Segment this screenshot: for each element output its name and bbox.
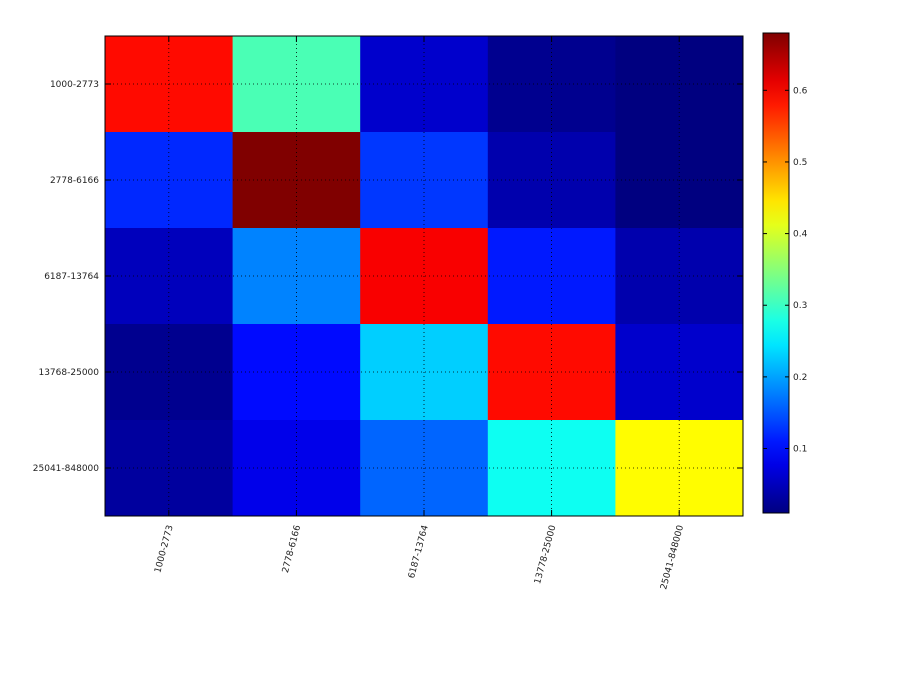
colorbar-tick-label: 0.2 bbox=[793, 373, 807, 383]
y-tick-label: 13768-25000 bbox=[38, 368, 99, 378]
colorbar-tick-label: 0.5 bbox=[793, 158, 807, 168]
axis-ticks bbox=[105, 36, 743, 516]
y-tick-labels: 1000-2773 2778-6166 6187-13764 13768-25000 2… bbox=[33, 80, 100, 474]
y-tick-label: 25041-848000 bbox=[33, 464, 100, 474]
y-tick-label: 1000-2773 bbox=[50, 80, 99, 90]
y-tick-label: 6187-13764 bbox=[44, 272, 99, 282]
colorbar-tick-label: 0.4 bbox=[793, 230, 808, 240]
y-tick-label: 2778-6166 bbox=[50, 176, 99, 186]
x-tick-label: 6187-13764 bbox=[407, 524, 431, 580]
grid-lines bbox=[105, 36, 743, 516]
colorbar: 0.1 0.2 0.3 0.4 0.5 0.6 bbox=[762, 32, 808, 514]
x-tick-label: 1000-2773 bbox=[153, 524, 175, 574]
colorbar-tick-label: 0.3 bbox=[793, 301, 807, 311]
x-tick-label: 13778-25000 bbox=[533, 524, 558, 585]
colorbar-tick-label: 0.6 bbox=[793, 86, 808, 96]
x-tick-label: 2778-6166 bbox=[281, 524, 303, 574]
x-tick-labels: 1000-2773 2778-6166 6187-13764 13778-25000 2… bbox=[153, 524, 686, 591]
colorbar-tick-label: 0.1 bbox=[793, 445, 807, 455]
x-tick-label: 25041-848000 bbox=[659, 524, 686, 591]
colorbar-gradient bbox=[762, 32, 790, 514]
